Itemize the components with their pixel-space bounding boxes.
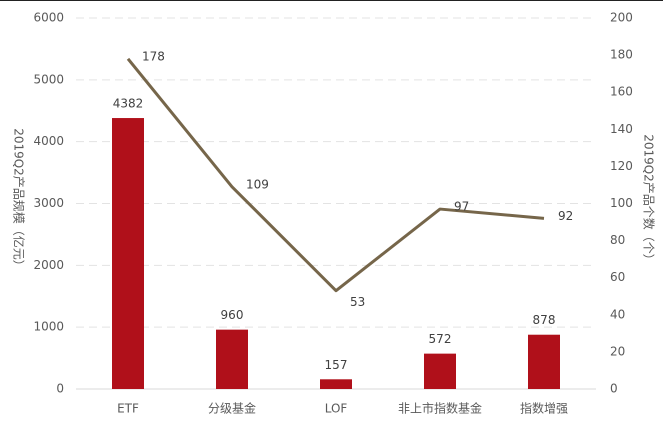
y-tick-label: 5000 bbox=[33, 72, 64, 86]
y2-tick-label: 60 bbox=[610, 270, 625, 284]
data-label: 109 bbox=[246, 177, 269, 191]
y2-tick-label: 80 bbox=[610, 233, 625, 247]
y2-tick-label: 180 bbox=[610, 48, 633, 62]
y-tick-label: 3000 bbox=[33, 196, 64, 210]
y-tick-label: 4000 bbox=[33, 134, 64, 148]
y2-tick-label: 40 bbox=[610, 307, 625, 321]
y-tick-label: 6000 bbox=[33, 11, 64, 25]
line bbox=[126, 57, 545, 293]
data-label: 960 bbox=[221, 308, 244, 322]
y2-axis-label: 2019Q2产品个数（个） bbox=[642, 134, 657, 266]
data-label: 878 bbox=[533, 313, 556, 327]
data-label: 178 bbox=[142, 49, 165, 63]
bar bbox=[320, 379, 352, 389]
x-tick-label: 非上市指数基金 bbox=[398, 401, 482, 416]
y-tick-label: 1000 bbox=[33, 320, 64, 334]
data-label: 572 bbox=[429, 332, 452, 346]
x-tick-label: 分级基金 bbox=[208, 401, 256, 416]
y-tick-label: 2000 bbox=[33, 258, 64, 272]
bar bbox=[424, 353, 456, 389]
y-axis-label: 2019Q2产品规模（亿元） bbox=[12, 128, 27, 272]
y2-tick-label: 0 bbox=[610, 382, 618, 396]
y2-tick-label: 200 bbox=[610, 11, 633, 25]
y2-tick-label: 100 bbox=[610, 196, 633, 210]
data-label: 4382 bbox=[113, 97, 144, 111]
y2-tick-label: 140 bbox=[610, 122, 633, 136]
data-label: 157 bbox=[325, 358, 348, 372]
y-tick-label: 0 bbox=[56, 382, 64, 396]
x-tick-label: ETF bbox=[117, 402, 139, 416]
data-label: 97 bbox=[454, 200, 469, 214]
bar bbox=[216, 329, 248, 389]
data-label: 53 bbox=[350, 295, 365, 309]
x-tick-label: LOF bbox=[325, 402, 348, 416]
bar bbox=[528, 334, 560, 389]
y2-tick-label: 20 bbox=[610, 344, 625, 358]
data-label: 92 bbox=[558, 209, 573, 223]
y2-tick-label: 120 bbox=[610, 159, 633, 173]
x-tick-label: 指数增强 bbox=[520, 401, 568, 416]
bar bbox=[112, 118, 144, 390]
y2-tick-label: 160 bbox=[610, 85, 633, 99]
